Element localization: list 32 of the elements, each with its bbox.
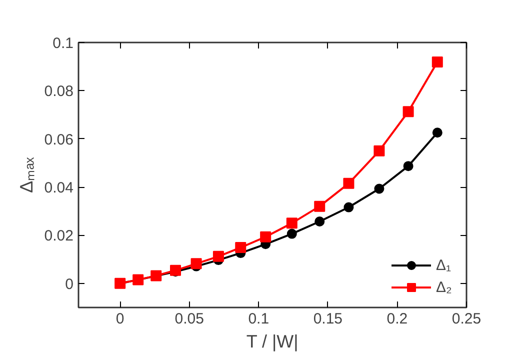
point — [403, 161, 414, 172]
y-tick-label: 0 — [65, 276, 74, 293]
x-tick-label: 0.1 — [248, 310, 270, 328]
point — [432, 128, 442, 138]
legend-label: Δ₂ — [436, 278, 453, 296]
y-tick-label: 0.06 — [44, 131, 74, 148]
point — [374, 145, 385, 156]
x-axis-title: T / |W| — [246, 332, 298, 352]
y-tick-label: 0.04 — [44, 180, 74, 197]
x-tick-label: 0.25 — [452, 310, 482, 328]
point — [212, 250, 224, 262]
point — [260, 231, 272, 242]
point — [314, 216, 325, 226]
point — [432, 56, 443, 68]
x-tick-label: 0.2 — [386, 310, 408, 328]
x-tick-label: 0.15 — [313, 310, 343, 328]
point — [314, 200, 326, 212]
point — [344, 202, 354, 212]
y-tick-label: 0.08 — [44, 83, 74, 100]
y-axis-title: Δₘₐₓ — [16, 157, 36, 193]
y-tick-label: 0.1 — [52, 35, 74, 52]
point — [402, 106, 414, 118]
point — [286, 218, 298, 229]
point — [286, 228, 297, 239]
point — [235, 242, 246, 254]
point — [374, 184, 384, 194]
point — [190, 258, 202, 270]
y-tick-label: 0.02 — [44, 228, 74, 245]
legend-label: Δ₁ — [436, 256, 452, 274]
x-tick-label: 0.05 — [174, 310, 204, 328]
x-tick-label: 0 — [116, 310, 124, 328]
point — [343, 178, 354, 189]
